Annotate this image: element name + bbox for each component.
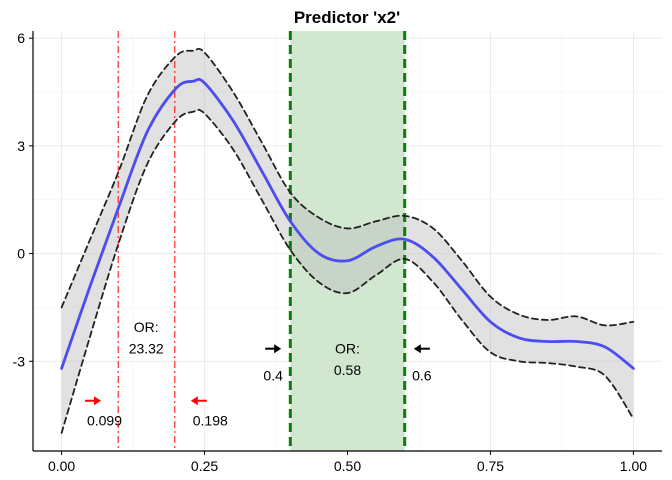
y-tick-label: 3 [17, 138, 25, 154]
annotation-arrowhead [94, 396, 102, 406]
x-tick-label: 0.75 [477, 458, 504, 474]
x-tick-label: 0.50 [334, 458, 361, 474]
annotation-label: 0.6 [412, 368, 432, 384]
or-label: OR: [335, 341, 360, 357]
x-tick-label: 0.25 [191, 458, 218, 474]
upper-bound-line [60, 47, 635, 327]
chart-title: Predictor 'x2' [294, 8, 400, 27]
y-tick-label: 0 [17, 246, 25, 262]
annotation-label: 0.198 [193, 412, 228, 428]
confidence-ribbon [61, 48, 634, 434]
annotation-arrowhead [190, 396, 198, 406]
y-tick-label: 6 [17, 30, 25, 46]
or-value: 23.32 [129, 341, 164, 357]
annotation-label: 0.4 [263, 368, 283, 384]
lower-bound-line [60, 108, 635, 434]
y-tick-label: -3 [13, 353, 26, 369]
fit-line [60, 77, 635, 370]
x-tick-label: 1.00 [620, 458, 647, 474]
annotation-arrowhead [413, 344, 421, 354]
x-tick-label: 0.00 [48, 458, 75, 474]
shaded-region [290, 31, 405, 451]
annotation-label: 0.099 [87, 412, 122, 428]
or-value: 0.58 [334, 362, 361, 378]
or-label: OR: [134, 319, 159, 335]
annotation-arrowhead [274, 344, 282, 354]
